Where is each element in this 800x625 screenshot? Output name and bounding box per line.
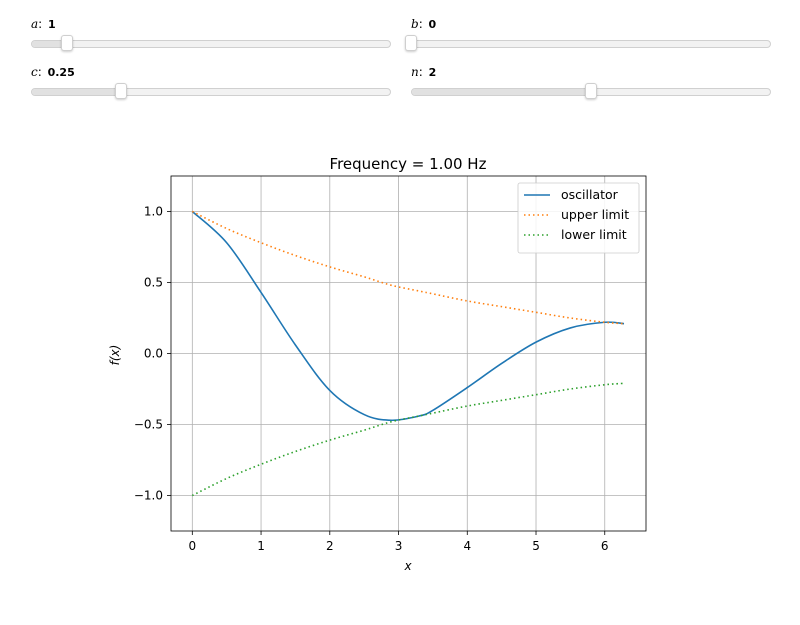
ticks: 0 1 2 3 4 5 6 −1.0 −0.5 0.0 0.5 1.0 (134, 205, 609, 554)
slider-c-track[interactable] (31, 88, 391, 96)
x-tick-label: 2 (326, 539, 334, 553)
slider-a-label: a: 1 (31, 17, 56, 31)
x-tick-label: 5 (532, 539, 540, 553)
y-tick-label: 1.0 (144, 205, 163, 219)
y-tick-label: 0.0 (144, 347, 163, 361)
slider-c-fill (32, 89, 122, 95)
slider-c-value: 0.25 (47, 66, 75, 79)
series-lines (191, 210, 625, 497)
x-tick-label: 6 (601, 539, 609, 553)
y-tick-label: 0.5 (144, 276, 163, 290)
slider-n-thumb[interactable] (585, 83, 597, 99)
slider-b-label: b: 0 (411, 17, 437, 31)
series-line-lower-limit (191, 382, 625, 497)
slider-n[interactable]: n: 2 (411, 64, 771, 104)
slider-b[interactable]: b: 0 (405, 16, 771, 56)
legend-label: upper limit (561, 207, 629, 222)
x-tick-label: 1 (257, 539, 265, 553)
y-tick-label: −0.5 (134, 418, 163, 432)
slider-a-thumb[interactable] (61, 35, 73, 51)
slider-a-value: 1 (48, 18, 56, 31)
legend-label: oscillator (561, 187, 619, 202)
x-axis-label: x (403, 559, 412, 573)
slider-n-fill (412, 89, 592, 95)
y-tick-label: −1.0 (134, 489, 163, 503)
slider-a[interactable]: a: 1 (31, 16, 391, 56)
slider-a-track[interactable] (31, 40, 391, 48)
legend-box (517, 182, 640, 254)
slider-c-thumb[interactable] (115, 83, 127, 99)
y-axis-label: f(x) (108, 345, 122, 366)
slider-n-value: 2 (428, 66, 437, 79)
chart-title: Frequency = 1.00 Hz (330, 155, 487, 173)
x-tick-label: 0 (188, 539, 196, 553)
slider-a-fill (32, 41, 68, 47)
series-line-oscillator (191, 210, 625, 422)
series-line-upper-limit (191, 210, 625, 325)
x-tick-label: 3 (395, 539, 403, 553)
legend: oscillator upper limit lower limit (517, 182, 640, 254)
x-tick-label: 4 (463, 539, 471, 553)
legend-label: lower limit (561, 227, 627, 242)
slider-b-thumb[interactable] (405, 35, 417, 51)
slider-n-label: n: 2 (411, 65, 437, 79)
slider-c-label: c: 0.25 (31, 65, 75, 79)
slider-c[interactable]: c: 0.25 (31, 64, 391, 104)
slider-b-value: 0 (428, 18, 437, 31)
